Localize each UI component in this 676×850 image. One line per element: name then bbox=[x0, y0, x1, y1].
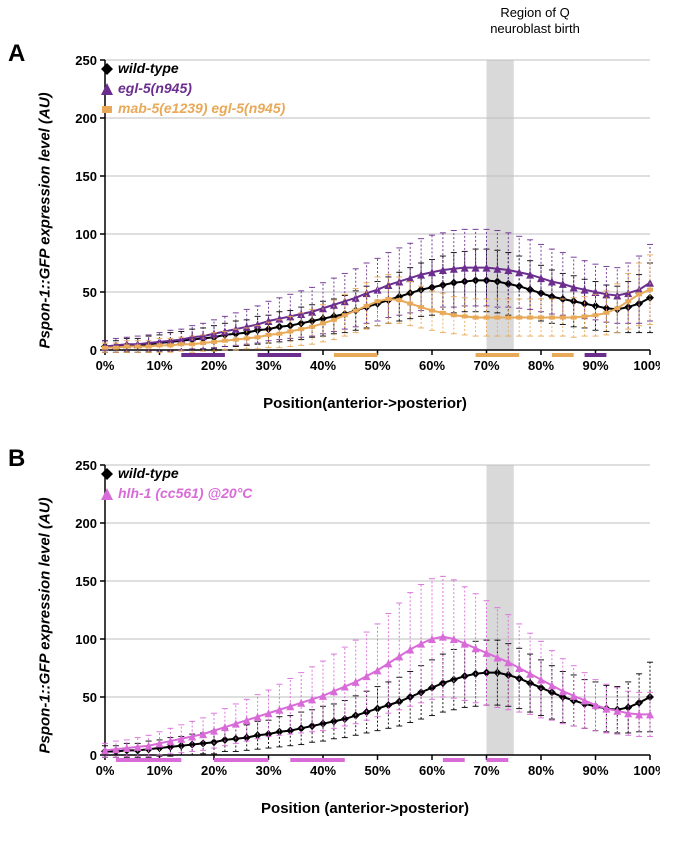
ylabel-b: Pspon-1::GFP expression level (AU) bbox=[37, 474, 54, 754]
region-label: Region of Q neuroblast birth bbox=[475, 5, 595, 36]
svg-text:70%: 70% bbox=[473, 358, 499, 373]
svg-text:80%: 80% bbox=[528, 358, 554, 373]
svg-text:0: 0 bbox=[90, 748, 97, 763]
triangle-icon bbox=[100, 82, 114, 96]
panel-b-label: B bbox=[8, 445, 25, 473]
svg-text:200: 200 bbox=[75, 516, 97, 531]
svg-text:250: 250 bbox=[75, 458, 97, 473]
region-label-text: Region of Q neuroblast birth bbox=[490, 5, 580, 36]
svg-text:0%: 0% bbox=[96, 358, 115, 373]
svg-text:20%: 20% bbox=[201, 763, 227, 778]
svg-text:50%: 50% bbox=[364, 358, 390, 373]
xlabel-b: Position (anterior->posterior) bbox=[200, 800, 530, 817]
svg-text:10%: 10% bbox=[146, 763, 172, 778]
svg-text:100%: 100% bbox=[633, 763, 660, 778]
legend-a-egl5: egl-5(n945) bbox=[100, 80, 192, 96]
triangle-icon bbox=[100, 487, 114, 501]
svg-text:60%: 60% bbox=[419, 358, 445, 373]
panel-a-label: A bbox=[8, 40, 25, 68]
legend-b-wt: wild-type bbox=[100, 465, 179, 481]
svg-text:30%: 30% bbox=[255, 358, 281, 373]
svg-text:10%: 10% bbox=[146, 358, 172, 373]
svg-text:150: 150 bbox=[75, 169, 97, 184]
svg-text:20%: 20% bbox=[201, 358, 227, 373]
chart-b-svg: 0 50 100 150 200 250 0% 10% 20% 30% 40% 50% 60% 70% 80… bbox=[70, 455, 660, 795]
svg-text:250: 250 bbox=[75, 53, 97, 68]
svg-text:80%: 80% bbox=[528, 763, 554, 778]
square-icon bbox=[100, 102, 114, 116]
svg-text:60%: 60% bbox=[419, 763, 445, 778]
svg-text:70%: 70% bbox=[473, 763, 499, 778]
svg-text:100: 100 bbox=[75, 227, 97, 242]
svg-text:50: 50 bbox=[83, 690, 97, 705]
svg-text:30%: 30% bbox=[255, 763, 281, 778]
svg-text:50: 50 bbox=[83, 285, 97, 300]
svg-text:40%: 40% bbox=[310, 763, 336, 778]
svg-text:0: 0 bbox=[90, 343, 97, 358]
diamond-icon bbox=[100, 467, 114, 481]
svg-text:40%: 40% bbox=[310, 358, 336, 373]
svg-text:90%: 90% bbox=[582, 358, 608, 373]
svg-text:100: 100 bbox=[75, 632, 97, 647]
diamond-icon bbox=[100, 62, 114, 76]
svg-text:200: 200 bbox=[75, 111, 97, 126]
panel-b: 0 50 100 150 200 250 0% 10% 20% 30% 40% 50% 60% 70% 80… bbox=[70, 455, 660, 795]
legend-a-mab5: mab-5(e1239) egl-5(n945) bbox=[100, 100, 285, 116]
svg-text:150: 150 bbox=[75, 574, 97, 589]
svg-text:100%: 100% bbox=[633, 358, 660, 373]
figure: Region of Q neuroblast birth A 0 50 100 150… bbox=[0, 0, 676, 850]
legend-a-wt: wild-type bbox=[100, 60, 179, 76]
legend-b-hlh1: hlh-1 (cc561) @20°C bbox=[100, 485, 252, 501]
svg-text:0%: 0% bbox=[96, 763, 115, 778]
svg-text:50%: 50% bbox=[364, 763, 390, 778]
ylabel-a: Pspon-1::GFP expression level (AU) bbox=[37, 69, 54, 349]
xlabel-a: Position(anterior->posterior) bbox=[200, 395, 530, 412]
svg-text:90%: 90% bbox=[582, 763, 608, 778]
